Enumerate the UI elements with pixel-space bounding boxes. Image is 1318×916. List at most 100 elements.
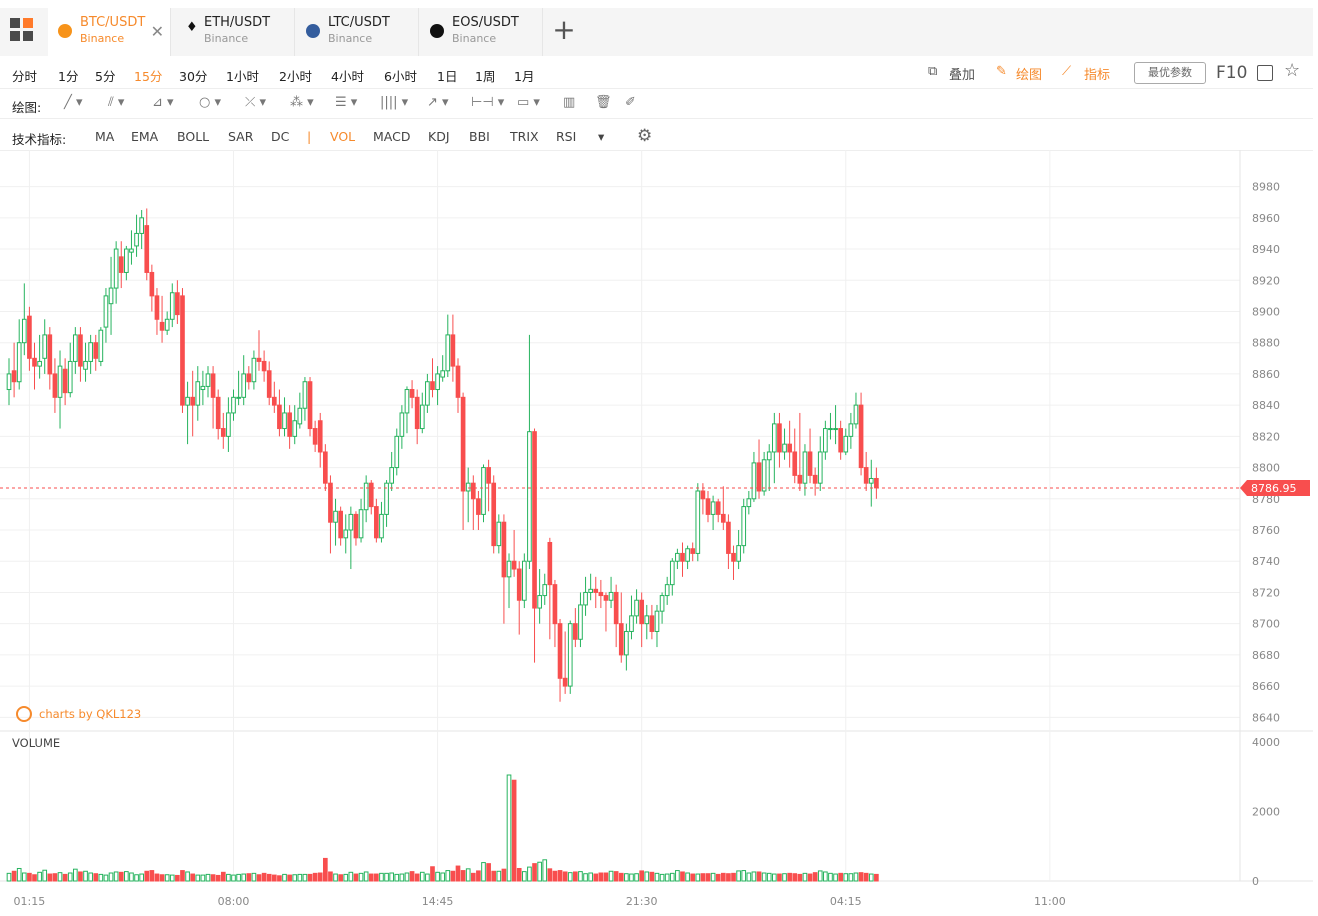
pen-icon[interactable]: ✎ — [996, 64, 1007, 79]
volume-bar — [42, 869, 48, 882]
line-tool-icon[interactable]: ╱ ▾ — [64, 95, 83, 110]
indicator-button[interactable]: 指标 — [1084, 68, 1111, 83]
interval-15min[interactable]: 15分 — [134, 69, 163, 84]
volume-bar — [409, 871, 415, 882]
x-tick-label: 01:15 — [14, 895, 46, 908]
candle-body — [317, 420, 323, 453]
candle-body — [113, 248, 119, 289]
candle-body — [251, 357, 257, 383]
bar-tool-icon[interactable]: ▥ — [563, 95, 576, 110]
volume-bar — [782, 873, 787, 882]
close-icon[interactable]: ✕ — [150, 22, 164, 41]
arrow-tool-icon[interactable]: ↗ ▾ — [427, 95, 449, 110]
indicator-macd[interactable]: MACD — [373, 129, 411, 144]
indicator-ema[interactable]: EMA — [131, 129, 159, 144]
trash-icon[interactable]: 🗑 — [595, 95, 612, 110]
volume-bar — [358, 872, 364, 882]
volume-bar — [511, 779, 517, 882]
volume-bar — [537, 861, 542, 882]
draw-button[interactable]: 绘图 — [1016, 68, 1043, 83]
interval-toolbar: 分时 1分 5分 15分 30分 1小时 2小时 4小时 6小时 1日 1周 1… — [0, 60, 1313, 89]
ellipse-tool-icon[interactable]: ○ ▾ — [199, 95, 222, 110]
eth-coin-icon: ♦ — [186, 20, 198, 35]
candle-body — [226, 412, 231, 437]
interval-1w[interactable]: 1周 — [475, 69, 496, 84]
candle-body — [323, 451, 328, 484]
fib-tool-icon[interactable]: ☰ ▾ — [335, 95, 358, 110]
indicator-ma[interactable]: MA — [95, 129, 115, 144]
indicator-boll[interactable]: BOLL — [177, 129, 210, 144]
tab-ltc-usdt[interactable]: LTC/USDT Binance — [296, 8, 419, 56]
comment-tool-icon[interactable]: ▭ ▾ — [517, 95, 540, 110]
gear-icon[interactable]: ⚙ — [637, 126, 653, 146]
candle-body — [88, 342, 93, 362]
interval-6h[interactable]: 6小时 — [384, 69, 417, 84]
cross-tool-icon[interactable]: ⤫ ▾ — [245, 95, 267, 110]
volume-bar — [72, 868, 78, 882]
interval-1mo[interactable]: 1月 — [514, 69, 535, 84]
interval-1h[interactable]: 1小时 — [226, 69, 259, 84]
indicator-chart-icon[interactable]: ⟋ — [1062, 64, 1072, 79]
candle-body — [42, 334, 48, 359]
interval-1min[interactable]: 1分 — [58, 69, 79, 84]
parallel-line-tool-icon[interactable]: ⫽ ▾ — [108, 95, 125, 110]
interval-5min[interactable]: 5分 — [95, 69, 116, 84]
y-tick-label: 8680 — [1252, 649, 1280, 662]
overlay-button[interactable]: 叠加 — [949, 68, 976, 83]
candle-body — [511, 560, 517, 570]
volume-bar — [664, 873, 670, 882]
volume-bar — [608, 870, 614, 882]
tab-exchange-label: Binance — [328, 32, 373, 45]
star-icon[interactable]: ☆ — [1284, 60, 1301, 81]
candle-body — [527, 431, 532, 562]
volume-bar — [470, 872, 476, 882]
indicator-dc[interactable]: DC — [271, 129, 290, 144]
tab-btc-usdt[interactable]: BTC/USDT Binance ✕ — [48, 8, 171, 56]
candle-body — [164, 318, 170, 331]
tab-eos-usdt[interactable]: EOS/USDT Binance — [420, 8, 543, 56]
interval-4h[interactable]: 4小时 — [331, 69, 364, 84]
volume-bar — [343, 873, 349, 882]
candle-body — [149, 271, 155, 297]
chevron-down-icon[interactable]: ▾ — [598, 129, 605, 144]
indicator-trix[interactable]: TRIX — [510, 129, 539, 144]
channel-tool-icon[interactable]: ⊿ ▾ — [152, 95, 174, 110]
volume-bar — [52, 873, 58, 882]
candle-body — [501, 521, 507, 578]
grid-menu-icon[interactable] — [10, 18, 34, 42]
candle-body — [731, 552, 736, 562]
add-tab-icon[interactable]: + — [552, 13, 576, 46]
candle-body — [465, 482, 471, 492]
interval-fen-shi[interactable]: 分时 — [12, 69, 38, 84]
pattern-tool-icon[interactable]: ⁂ ▾ — [290, 95, 314, 110]
indicator-vol[interactable]: VOL — [330, 129, 356, 144]
volume-bar — [164, 874, 170, 882]
indicator-bbi[interactable]: BBI — [469, 129, 490, 144]
indicator-rsi[interactable]: RSI — [556, 129, 577, 144]
indicator-kdj[interactable]: KDJ — [428, 129, 450, 144]
f10-button[interactable]: F10 — [1216, 63, 1248, 83]
volume-bar — [669, 872, 675, 882]
optimal-params-button[interactable]: 最优参数 — [1134, 62, 1206, 84]
tab-eth-usdt[interactable]: ♦ ETH/USDT Binance — [172, 8, 295, 56]
measure-tool-icon[interactable]: ⊢⊣ ▾ — [471, 95, 505, 110]
indicator-sar[interactable]: SAR — [228, 129, 254, 144]
volume-bar — [271, 874, 277, 882]
fullscreen-icon[interactable] — [1257, 65, 1273, 81]
interval-2h[interactable]: 2小时 — [279, 69, 312, 84]
candle-body — [782, 443, 787, 453]
eraser-icon[interactable]: ✐ — [625, 95, 636, 110]
volume-bar — [348, 871, 354, 882]
period-tool-icon[interactable]: |||| ▾ — [380, 95, 409, 110]
interval-30min[interactable]: 30分 — [179, 69, 208, 84]
interval-1d[interactable]: 1日 — [437, 69, 458, 84]
volume-bar — [675, 870, 680, 882]
volume-bar — [159, 874, 165, 882]
volume-bar — [613, 871, 619, 882]
volume-bar — [593, 873, 599, 882]
volume-bar — [47, 873, 53, 882]
candlestick-chart[interactable]: 01:15 08:00 14:45 21:30 04:15 11:00 8980 8960 89… — [0, 150, 1313, 910]
volume-bar — [353, 873, 359, 882]
tab-pair-label: BTC/USDT — [80, 15, 146, 30]
overlay-icon[interactable]: ⧉ — [928, 64, 938, 79]
